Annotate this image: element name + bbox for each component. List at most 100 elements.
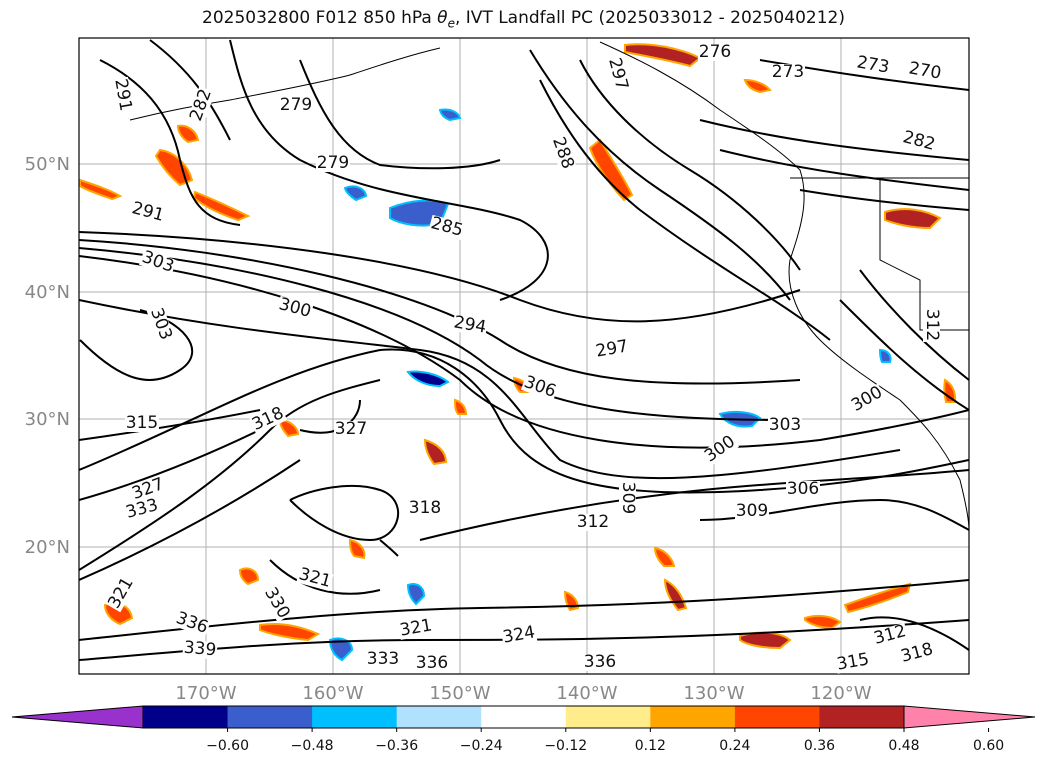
colorbar-box — [396, 706, 482, 728]
shade-patch — [878, 348, 892, 363]
contour-label-bg — [129, 475, 168, 504]
colorbar-box — [565, 706, 651, 728]
north-america-coast — [599, 41, 969, 531]
shade-patch — [259, 623, 321, 642]
contour-label-bg — [593, 338, 631, 361]
contour-line — [79, 459, 301, 581]
shade-patch — [278, 418, 300, 438]
contour-line — [579, 59, 801, 271]
contour-line — [719, 149, 969, 191]
shade-patch — [406, 370, 450, 388]
contour-line — [79, 255, 969, 449]
contour-line — [79, 247, 781, 421]
contour-label-bg — [923, 308, 940, 342]
lat-label: 50°N — [25, 154, 70, 175]
contour-label-bg — [771, 64, 805, 81]
contour-label-bg — [172, 609, 211, 638]
contour-label-bg — [260, 584, 293, 623]
contour-label: 306 — [787, 479, 819, 499]
contour-label: 315 — [126, 413, 158, 433]
contour-line — [529, 49, 791, 301]
colorbar-extend-low — [11, 705, 144, 729]
contour-label-bg — [619, 481, 636, 515]
shade-patch — [406, 583, 426, 606]
shade-patch — [192, 190, 251, 222]
shade-patch — [328, 637, 354, 662]
lat-label: 40°N — [25, 282, 70, 303]
colorbar-extend-high — [903, 705, 1036, 729]
contour-label-bg — [871, 622, 909, 649]
plot-frame — [78, 37, 970, 675]
contour-line — [859, 269, 969, 381]
lon-label: 150°W — [429, 683, 490, 704]
contour-label-bg — [138, 248, 177, 277]
contour-label-bg — [316, 155, 350, 172]
contour-line — [79, 409, 261, 441]
contour-line — [539, 79, 831, 341]
contour-label: 327 — [335, 419, 367, 439]
colorbar-tick-label: −0.36 — [375, 738, 418, 754]
contour-label-bg — [834, 651, 872, 674]
contour-label-bg — [500, 624, 538, 647]
shade-patch — [453, 398, 468, 415]
contour-line — [269, 559, 381, 595]
contour-label-bg — [397, 617, 435, 640]
contour-label: 303 — [769, 415, 801, 435]
colorbar-box — [734, 706, 820, 728]
colorbar-tick-label: −0.12 — [544, 738, 587, 754]
contour-label-bg — [279, 97, 313, 114]
contour-label-bg — [276, 295, 314, 322]
contour-label-bg — [768, 417, 802, 434]
contour-line — [799, 189, 969, 211]
gridlines — [79, 38, 969, 674]
shade-patch — [624, 43, 702, 68]
contour-label-bg — [848, 383, 887, 416]
colorbar-box — [312, 706, 398, 728]
latitude-labels: 50°N 40°N 30°N 20°N — [25, 154, 70, 558]
contour-label: 336 — [416, 653, 448, 673]
contour-label: 279 — [280, 95, 312, 115]
contour-line — [149, 39, 231, 141]
contour-label-bg — [854, 54, 892, 77]
shade-patch — [343, 185, 368, 202]
contour-label-bg — [548, 134, 577, 173]
contour-line — [79, 348, 969, 494]
contour-label-bg — [701, 432, 740, 467]
contour-line — [859, 616, 969, 651]
lon-label: 170°W — [175, 683, 236, 704]
contour-line — [229, 39, 549, 301]
contour-label-bg — [129, 199, 167, 226]
colorbar-box — [227, 706, 313, 728]
contour-label-bg — [520, 373, 559, 402]
contour-label-bg — [415, 655, 449, 672]
shade-patch — [804, 614, 842, 630]
colorbar-tick-label: 0.60 — [973, 738, 1004, 754]
contour-label: 309 — [736, 501, 768, 521]
shade-patch — [653, 546, 676, 567]
lon-label: 140°W — [556, 683, 617, 704]
contour-label-bg — [576, 514, 610, 531]
contour-label-bg — [105, 574, 138, 613]
shade-patch — [843, 582, 912, 614]
shade-patch — [176, 124, 200, 144]
theta-e-symbol: θe — [437, 8, 455, 31]
contour-label: 312 — [577, 512, 609, 532]
contour-label-bg — [146, 305, 175, 344]
contour-label-bg — [334, 421, 368, 438]
contour-label-bg — [583, 654, 617, 671]
contour-line — [419, 469, 969, 541]
contour-label-bg — [408, 500, 442, 517]
contour-label-bg — [366, 651, 400, 668]
contour-label: 318 — [409, 498, 441, 518]
contour-label: 273 — [772, 62, 804, 82]
colorbar-tick-label: −0.24 — [460, 738, 503, 754]
contour-line — [759, 59, 969, 91]
contour-line — [299, 59, 501, 170]
colorbar-box — [143, 706, 229, 728]
ivt-shading — [79, 43, 957, 662]
longitude-labels: 170°W 160°W 150°W 140°W 130°W 120°W — [175, 683, 871, 704]
lat-label: 20°N — [25, 537, 70, 558]
contour-label: 339 — [183, 638, 217, 661]
contour-label-bg — [906, 60, 944, 83]
